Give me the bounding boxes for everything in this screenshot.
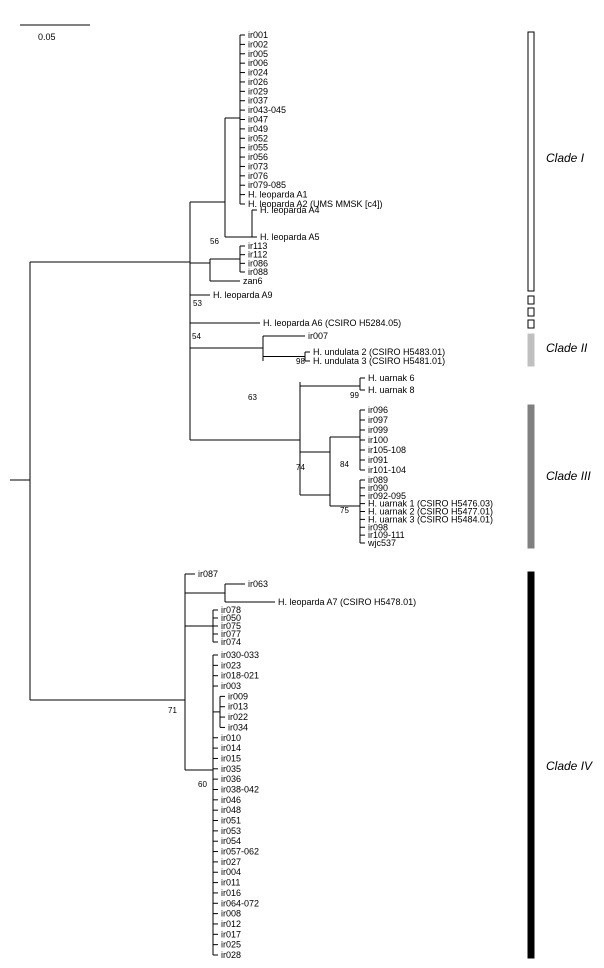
tip-label: ir036 (221, 774, 241, 784)
support-value: 56 (210, 237, 219, 246)
support-value: 63 (248, 393, 257, 402)
tip-label: ir018-021 (221, 671, 259, 681)
tip-label: ir099 (368, 425, 388, 435)
tip-label: ir063 (248, 579, 268, 589)
tip-label: ir034 (228, 722, 248, 732)
support-value: 75 (340, 506, 349, 515)
tip-label: H. leoparda A9 (213, 290, 273, 300)
clade-label: Clade I (546, 151, 585, 165)
tip-label: ir038-042 (221, 784, 259, 794)
tip-label: ir100 (368, 435, 388, 445)
tip-label: ir074 (221, 637, 241, 647)
clade-label: Clade IV (546, 759, 593, 773)
tip-label: ir046 (221, 795, 241, 805)
tip-label: ir022 (228, 712, 248, 722)
support-value: 60 (198, 780, 207, 789)
tip-label: ir097 (368, 415, 388, 425)
tip-label: ir091 (368, 455, 388, 465)
tip-label: ir053 (221, 826, 241, 836)
tip-label: H. uarnak 6 (368, 373, 415, 383)
tip-label: ir101-104 (368, 465, 406, 475)
tip-label: ir087 (198, 569, 218, 579)
tip-label: H. leoparda A7 (CSIRO H5478.01) (278, 597, 416, 607)
tip-label: ir014 (221, 743, 241, 753)
tip-label: ir054 (221, 836, 241, 846)
tip-label: ir016 (221, 888, 241, 898)
support-value: 54 (192, 332, 201, 341)
clade-label: Clade III (546, 469, 591, 483)
tip-label: wjc537 (367, 538, 396, 548)
tip-label: ir028 (221, 950, 241, 960)
tip-label: H. leoparda A5 (260, 232, 320, 242)
tip-label: ir015 (221, 753, 241, 763)
tip-label: H. leoparda A6 (CSIRO H5284.05) (263, 318, 401, 328)
support-value: 74 (296, 463, 305, 472)
tip-label: H. undulata 3 (CSIRO H5481.01) (313, 356, 445, 366)
tip-label: ir025 (221, 940, 241, 950)
tip-label: ir010 (221, 733, 241, 743)
phylogenetic-tree: 0.05ir001ir002ir005ir006ir024ir026ir029i… (0, 0, 604, 968)
support-value: 71 (168, 706, 177, 715)
tip-label: ir012 (221, 919, 241, 929)
support-value: 53 (193, 299, 202, 308)
tip-label: ir013 (228, 702, 248, 712)
tip-label: ir057-062 (221, 847, 259, 857)
tip-label: ir105-108 (368, 445, 406, 455)
clade-label: Clade II (546, 341, 588, 355)
tip-label: zan6 (243, 276, 263, 286)
tip-label: ir008 (221, 909, 241, 919)
tip-label: H. uarnak 8 (368, 385, 415, 395)
tip-label: ir009 (228, 691, 248, 701)
support-value: 98 (296, 357, 305, 366)
tip-label: ir027 (221, 857, 241, 867)
tip-label: ir064-072 (221, 898, 259, 908)
tip-label: ir011 (221, 878, 240, 888)
tip-label: ir023 (221, 660, 241, 670)
tip-label: ir030-033 (221, 650, 259, 660)
tip-label: ir035 (221, 764, 241, 774)
tip-label: ir004 (221, 867, 241, 877)
tip-label: ir096 (368, 405, 388, 415)
support-value: 84 (340, 460, 349, 469)
support-value: 99 (350, 391, 359, 400)
tip-label: H. leoparda A4 (260, 205, 320, 215)
tip-label: ir003 (221, 681, 241, 691)
scale-bar-label: 0.05 (38, 32, 56, 42)
tip-label: ir051 (221, 816, 241, 826)
tip-label: ir007 (308, 331, 328, 341)
tip-label: ir048 (221, 805, 241, 815)
tip-label: ir017 (221, 929, 241, 939)
